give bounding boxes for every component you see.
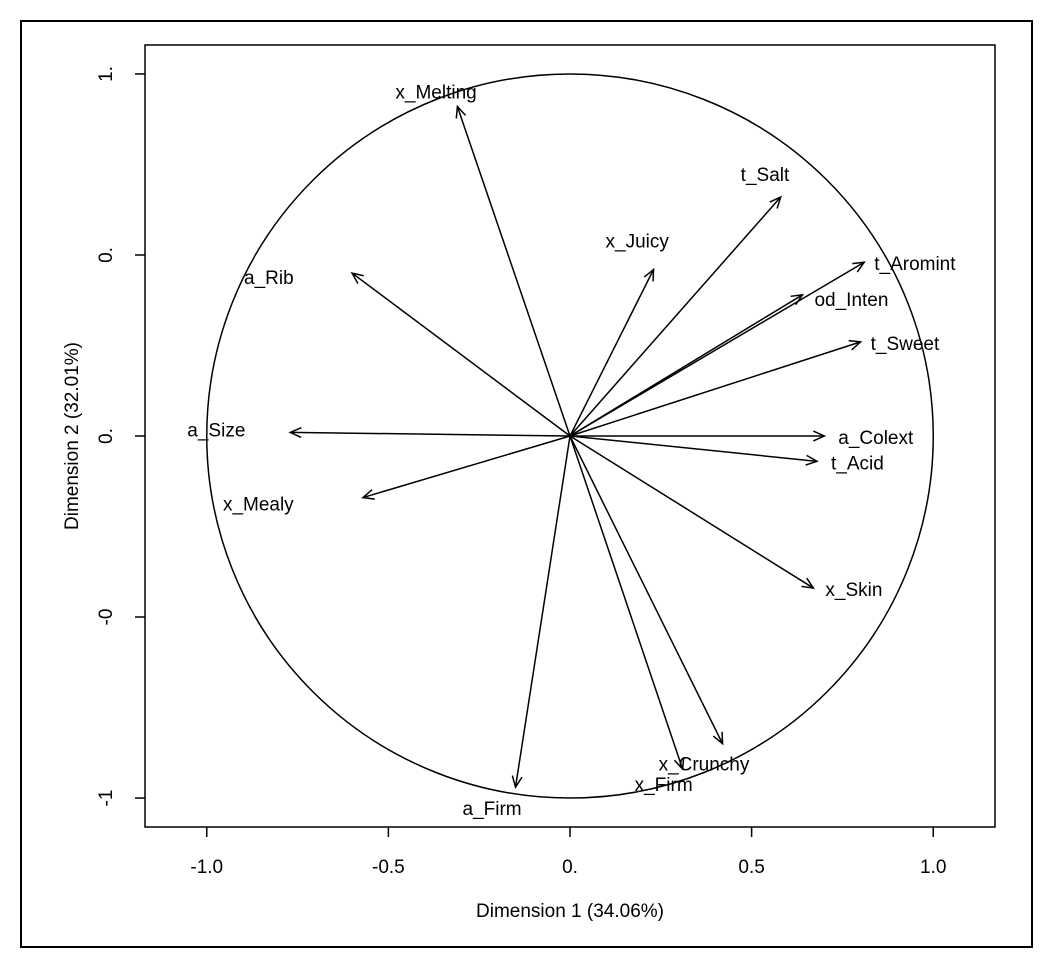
arrowhead-t-aromint	[852, 261, 866, 273]
arrowhead-x-firm	[673, 757, 685, 771]
arrow-t-salt	[569, 196, 782, 437]
label-t-sweet: t_Sweet	[871, 334, 940, 355]
arrowhead-a-firm	[511, 775, 523, 789]
arrowhead-a-colext	[813, 430, 827, 442]
y-tick-label: -1	[96, 790, 117, 807]
arrowhead-x-crunchy	[712, 731, 724, 746]
y-tick-label: 0.	[96, 247, 117, 263]
figure-frame	[20, 20, 1033, 948]
arrowhead-x-mealy	[361, 489, 375, 500]
arrow-t-acid	[569, 435, 818, 463]
arrow-a-rib	[351, 272, 571, 437]
arrow-x-melting	[456, 106, 571, 437]
unit-circle	[206, 73, 934, 799]
arrow-t-sweet	[569, 341, 861, 437]
label-x-firm: x_Firm	[635, 775, 693, 796]
y-axis-label: Dimension 2 (32.01%)	[62, 342, 83, 530]
y-tick-label: -0	[96, 609, 117, 626]
label-x-mealy: x_Mealy	[223, 495, 294, 516]
label-t-aromint: t_Aromint	[874, 254, 956, 275]
label-x-skin: x_Skin	[825, 580, 882, 601]
arrow-od-inten	[569, 294, 803, 437]
label-t-salt: t_Salt	[741, 165, 790, 186]
x-axis-label: Dimension 1 (34.06%)	[476, 901, 664, 922]
y-tick-label: 1.	[96, 66, 117, 82]
label-a-rib: a_Rib	[244, 268, 294, 289]
arrow-a-firm	[514, 435, 571, 788]
y-tick-label: 0.	[96, 428, 117, 444]
label-a-size: a_Size	[187, 420, 245, 441]
label-a-colext: a_Colext	[838, 428, 914, 449]
x-tick-label: -1.0	[190, 857, 223, 878]
x-tick-label: -0.5	[372, 857, 405, 878]
label-x-juicy: x_Juicy	[606, 231, 670, 252]
x-tick-label: 0.	[562, 857, 578, 878]
arrowhead-a-rib	[350, 271, 364, 284]
x-tick-label: 1.0	[920, 857, 946, 878]
arrow-x-mealy	[362, 435, 571, 499]
arrowhead-od-inten	[790, 293, 805, 306]
label-t-acid: t_Acid	[831, 453, 884, 474]
arrowhead-a-size	[288, 426, 302, 439]
arrowhead-t-acid	[805, 454, 819, 466]
arrowhead-t-salt	[769, 195, 782, 209]
arrowhead-t-sweet	[848, 339, 863, 351]
arrowhead-x-juicy	[643, 267, 655, 282]
label-od-inten: od_Inten	[814, 290, 888, 311]
arrow-x-juicy	[569, 269, 655, 437]
label-a-firm: a_Firm	[463, 799, 522, 820]
arrow-x-crunchy	[569, 435, 724, 745]
arrow-x-firm	[569, 435, 684, 770]
x-tick-label: 0.5	[738, 857, 764, 878]
arrowhead-x-skin	[801, 577, 815, 590]
arrow-x-skin	[569, 435, 814, 589]
arrowhead-x-melting	[455, 104, 467, 119]
arrow-a-size	[290, 431, 571, 437]
label-x-crunchy: x_Crunchy	[659, 755, 750, 776]
label-x-melting: x_Melting	[395, 83, 476, 104]
